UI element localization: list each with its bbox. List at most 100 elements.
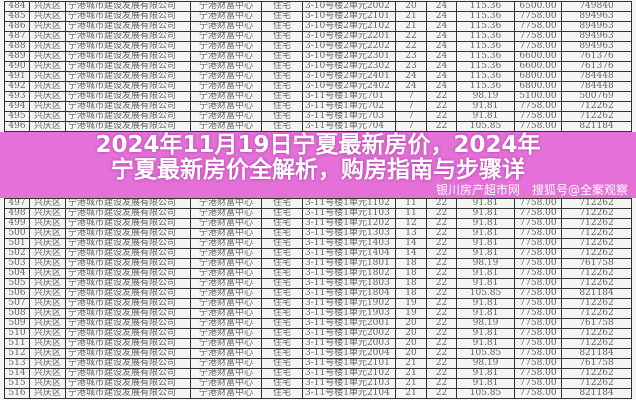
cell-unit: 3-11号楼1单元704 (302, 121, 396, 132)
cell-row-number: 491 (4, 71, 30, 82)
title-overlay-band: 2024年11月19日宁夏最新房价，2024年 宁夏最新房价全解析，购房指南与步… (0, 132, 636, 198)
cell-project: 宁港财富中心 (190, 71, 262, 82)
cell-district: 兴庆区 (29, 61, 66, 72)
cell-project: 宁港财富中心 (190, 91, 262, 102)
cell-district: 兴庆区 (29, 388, 66, 399)
cell-usage: 住宅 (261, 51, 303, 62)
cell-floor: 18 (395, 278, 427, 289)
cell-unit-price: 7758.00 (514, 21, 562, 32)
cell-district: 兴庆区 (29, 268, 66, 279)
cell-area: 91.81 (456, 238, 515, 249)
headline-line-2: 宁夏最新房价全解析，购房指南与步骤详 (111, 157, 525, 183)
table-row: 490 兴庆区 宁港城市建设发展有限公司 宁港财富中心 住宅 3-10号楼2单元2302 2… (4, 61, 632, 72)
cell-floor: 7 (395, 101, 427, 112)
cell-unit-price: 6600.00 (514, 61, 562, 72)
watermark: 银川房产超市网 搜狐号@全案观察 (0, 183, 636, 197)
cell-row-number: 499 (4, 218, 30, 229)
cell-total-floors: 22 (426, 348, 457, 359)
cell-row-number: 501 (4, 238, 30, 249)
cell-total-floors: 22 (426, 198, 457, 209)
cell-area: 115.36 (456, 21, 515, 32)
cell-developer: 宁港城市建设发展有限公司 (65, 378, 191, 389)
cell-row-number: 497 (4, 198, 30, 209)
table-row: 487 兴庆区 宁港城市建设发展有限公司 宁港财富中心 住宅 3-10号楼2单元2201 2… (4, 31, 632, 42)
cell-project: 宁港财富中心 (190, 21, 262, 32)
cell-unit-price: 7758.00 (514, 11, 562, 22)
cell-unit-price: 7758.00 (514, 258, 562, 269)
cell-district: 兴庆区 (29, 11, 66, 22)
table-row: 501 兴庆区 宁港城市建设发展有限公司 宁港财富中心 住宅 3-11号楼1单元1403 1… (4, 238, 632, 249)
cell-total-floors: 22 (426, 388, 457, 399)
cell-project: 宁港财富中心 (190, 358, 262, 369)
cell-unit: 3-11号楼1单元702 (302, 101, 396, 112)
cell-unit-price: 6600.00 (514, 51, 562, 62)
cell-project: 宁港财富中心 (190, 41, 262, 52)
cell-total-price: 784448 (561, 81, 632, 92)
cell-row-number: 512 (4, 348, 30, 359)
cell-unit: 3-10号楼2单元2401 (302, 71, 396, 82)
cell-floor: 18 (395, 268, 427, 279)
table-row: 500 兴庆区 宁港城市建设发展有限公司 宁港财富中心 住宅 3-11号楼1单元1303 1… (4, 228, 632, 239)
cell-area: 105.85 (456, 288, 515, 299)
cell-total-floors: 24 (426, 51, 457, 62)
cell-unit-price: 7758.00 (514, 338, 562, 349)
cell-project: 宁港财富中心 (190, 31, 262, 42)
cell-area: 91.81 (456, 228, 515, 239)
cell-developer: 宁港城市建设发展有限公司 (65, 41, 191, 52)
table-row: 515 兴庆区 宁港城市建设发展有限公司 宁港财富中心 住宅 3-11号楼1单元2103 2… (4, 378, 632, 389)
cell-row-number: 506 (4, 288, 30, 299)
cell-unit: 3-10号楼2单元2302 (302, 61, 396, 72)
cell-project: 宁港财富中心 (190, 288, 262, 299)
table-row: 491 兴庆区 宁港城市建设发展有限公司 宁港财富中心 住宅 3-10号楼2单元2401 2… (4, 71, 632, 82)
cell-total-price: 712262 (561, 111, 632, 122)
cell-district: 兴庆区 (29, 318, 66, 329)
cell-unit-price: 7758.00 (514, 198, 562, 209)
cell-usage: 住宅 (261, 71, 303, 82)
cell-unit: 3-11号楼1单元1102 (302, 198, 396, 209)
table-row: 505 兴庆区 宁港城市建设发展有限公司 宁港财富中心 住宅 3-11号楼1单元1803 1… (4, 278, 632, 289)
cell-total-floors: 22 (426, 318, 457, 329)
cell-floor: 20 (395, 1, 427, 12)
cell-area: 115.36 (456, 81, 515, 92)
cell-usage: 住宅 (261, 248, 303, 259)
cell-usage: 住宅 (261, 218, 303, 229)
cell-total-floors: 22 (426, 238, 457, 249)
cell-total-price: 712262 (561, 101, 632, 112)
table-row: 503 兴庆区 宁港城市建设发展有限公司 宁港财富中心 住宅 3-11号楼1单元1801 1… (4, 258, 632, 269)
cell-area: 91.81 (456, 218, 515, 229)
cell-developer: 宁港城市建设发展有限公司 (65, 358, 191, 369)
cell-developer: 宁港城市建设发展有限公司 (65, 238, 191, 249)
cell-row-number: 485 (4, 11, 30, 22)
cell-floor: 19 (395, 298, 427, 309)
cell-floor: 20 (395, 338, 427, 349)
cell-usage: 住宅 (261, 368, 303, 379)
cell-project: 宁港财富中心 (190, 268, 262, 279)
cell-unit-price: 7758.00 (514, 318, 562, 329)
cell-unit-price: 7758.00 (514, 111, 562, 122)
cell-unit: 3-11号楼1单元1804 (302, 288, 396, 299)
cell-total-price: 894963 (561, 31, 632, 42)
table-row: 502 兴庆区 宁港城市建设发展有限公司 宁港财富中心 住宅 3-11号楼1单元1404 1… (4, 248, 632, 259)
cell-total-price: 784448 (561, 71, 632, 82)
cell-unit: 3-11号楼1单元2001 (302, 318, 396, 329)
cell-row-number: 511 (4, 338, 30, 349)
cell-usage: 住宅 (261, 328, 303, 339)
cell-area: 115.36 (456, 1, 515, 12)
cell-floor: 23 (395, 61, 427, 72)
table-row: 499 兴庆区 宁港城市建设发展有限公司 宁港财富中心 住宅 3-11号楼1单元1202 1… (4, 218, 632, 229)
cell-unit: 3-11号楼1单元1802 (302, 268, 396, 279)
cell-developer: 宁港城市建设发展有限公司 (65, 338, 191, 349)
cell-total-price: 821184 (561, 288, 632, 299)
cell-area: 91.81 (456, 111, 515, 122)
table-row: 498 兴庆区 宁港城市建设发展有限公司 宁港财富中心 住宅 3-11号楼1单元1103 1… (4, 208, 632, 219)
cell-row-number: 502 (4, 248, 30, 259)
cell-unit-price: 7758.00 (514, 268, 562, 279)
cell-floor: 20 (395, 318, 427, 329)
cell-area: 91.81 (456, 198, 515, 209)
table-row: 516 兴庆区 宁港城市建设发展有限公司 宁港财富中心 住宅 3-11号楼1单元2104 2… (4, 388, 632, 399)
headline-line-1: 2024年11月19日宁夏最新房价，2024年 (95, 132, 541, 158)
cell-unit-price: 7758.00 (514, 298, 562, 309)
cell-unit: 3-11号楼1单元1303 (302, 228, 396, 239)
cell-district: 兴庆区 (29, 121, 66, 132)
cell-area: 98.19 (456, 258, 515, 269)
